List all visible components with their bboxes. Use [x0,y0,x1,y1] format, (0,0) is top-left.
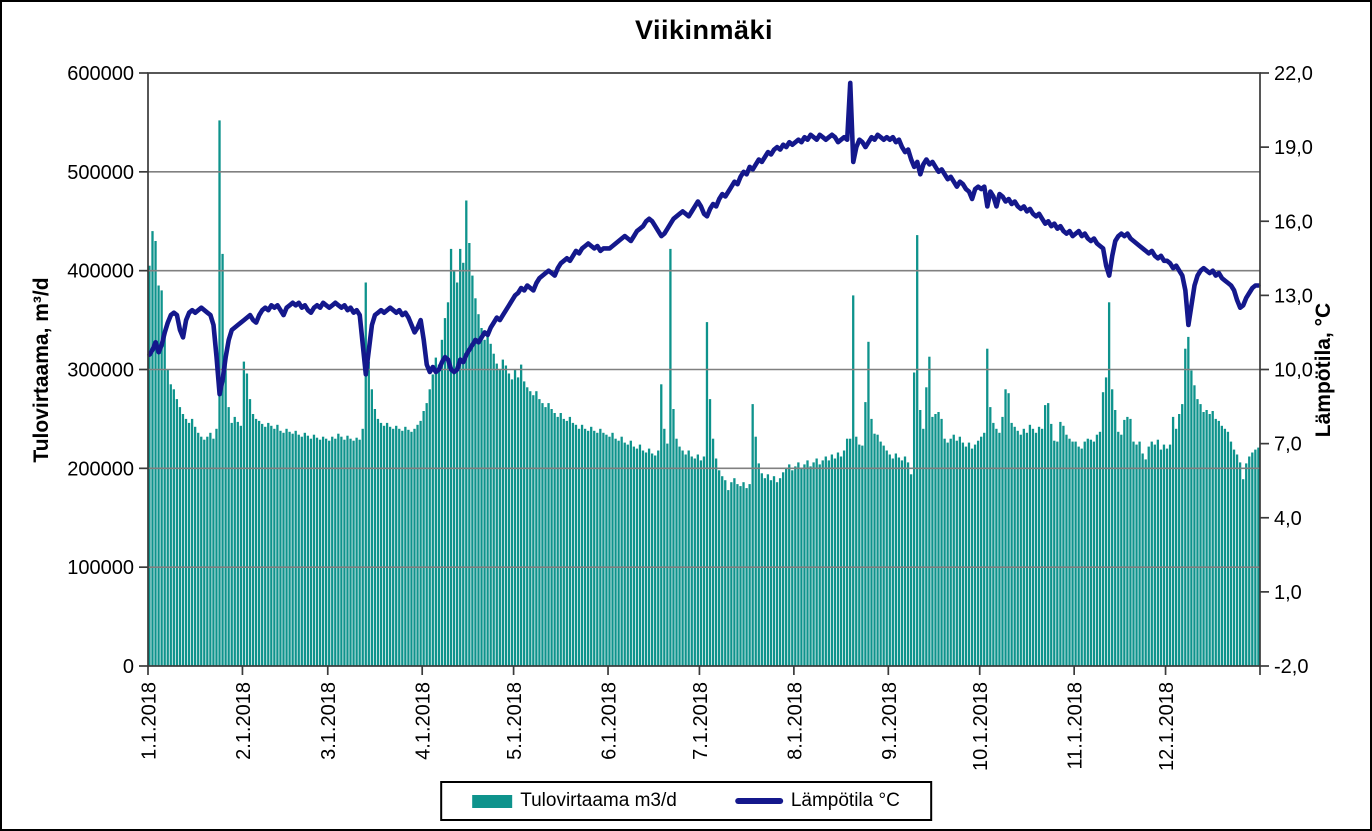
flow-bars [148,120,1260,666]
svg-text:4.1.2018: 4.1.2018 [413,682,435,760]
svg-text:0: 0 [123,656,134,678]
left-axis-title: Tulovirtaama, m³/d [30,277,53,463]
svg-text:22,0: 22,0 [1274,63,1313,85]
svg-text:-2,0: -2,0 [1274,656,1308,678]
svg-text:300000: 300000 [67,360,134,382]
svg-text:500000: 500000 [67,162,134,184]
temp-legend-label: Lämpötila °C [790,790,900,811]
temperature-line [147,80,1261,397]
axis-tick-labels: 600000 500000 400000 300000 200000 100000 0 22,… [67,63,1313,771]
svg-text:5.1.2018: 5.1.2018 [504,682,526,760]
svg-text:7,0: 7,0 [1274,434,1302,456]
temp-series-swatch [734,798,783,804]
svg-text:100000: 100000 [67,557,134,579]
svg-text:600000: 600000 [67,63,134,85]
svg-text:3.1.2018: 3.1.2018 [318,682,340,760]
svg-text:1.1.2018: 1.1.2018 [139,682,161,760]
axes [139,72,1269,675]
svg-text:9.1.2018: 9.1.2018 [879,682,901,760]
svg-text:4,0: 4,0 [1274,508,1302,530]
gridlines [148,171,1260,569]
chart-title: Viikinmäki [634,15,774,45]
svg-text:200000: 200000 [67,458,134,480]
legend-item-flow: Tulovirtaama m3/d [472,790,677,812]
svg-text:6.1.2018: 6.1.2018 [599,682,621,760]
svg-text:10,0: 10,0 [1274,360,1313,382]
flow-series-swatch [472,794,513,808]
svg-text:16,0: 16,0 [1274,211,1313,233]
legend: Tulovirtaama m3/d Lämpötila °C [440,781,932,821]
flow-legend-label: Tulovirtaama m3/d [520,790,677,811]
svg-text:13,0: 13,0 [1274,285,1313,307]
svg-text:10.1.2018: 10.1.2018 [970,682,992,771]
svg-text:19,0: 19,0 [1274,137,1313,159]
svg-text:7.1.2018: 7.1.2018 [690,682,712,760]
svg-text:12.1.2018: 12.1.2018 [1156,682,1178,771]
svg-text:400000: 400000 [67,261,134,283]
svg-text:2.1.2018: 2.1.2018 [233,682,255,760]
svg-text:1,0: 1,0 [1274,582,1302,604]
svg-text:8.1.2018: 8.1.2018 [784,682,806,760]
right-axis-title: Lämpötila, °C [1312,302,1335,438]
svg-text:11.1.2018: 11.1.2018 [1065,682,1087,770]
legend-item-temp: Lämpötila °C [734,790,900,812]
